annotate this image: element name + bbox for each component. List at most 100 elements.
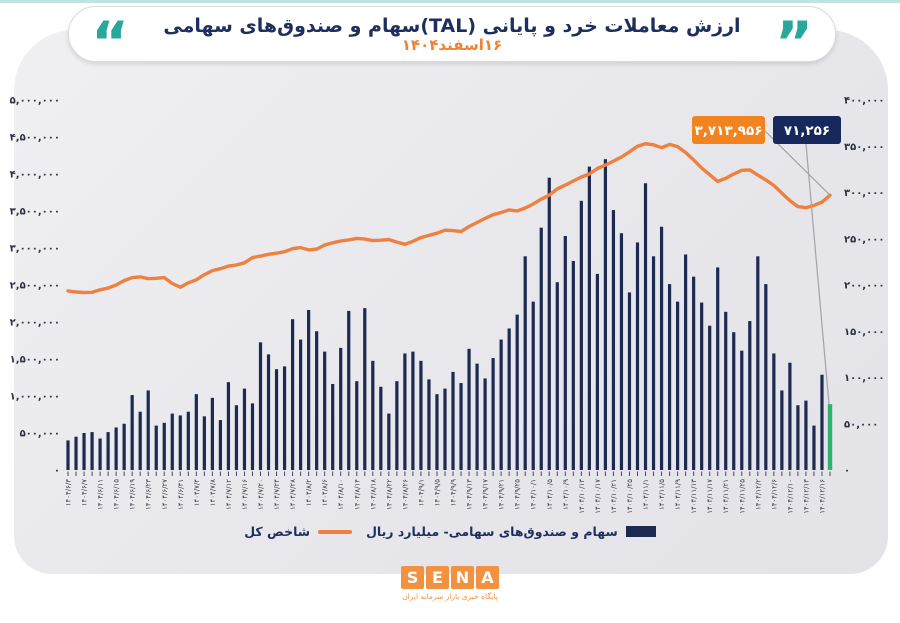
bar (812, 425, 816, 470)
bar (587, 166, 591, 470)
bar (74, 436, 78, 470)
bar (643, 183, 648, 470)
bar (226, 382, 231, 470)
bar (66, 440, 70, 470)
x-axis-label: ۱۴۰۴/۶/۱۵ (113, 479, 121, 510)
bar (331, 383, 335, 470)
callout-index-value (692, 116, 765, 144)
right-axis-tick: ۳۰۰,۰۰۰ (844, 188, 884, 199)
x-axis-label: ۱۴۰۴/۱۲/۲ (754, 479, 762, 510)
right-axis-tick: ۱۵۰,۰۰۰ (844, 327, 884, 338)
bar (250, 403, 255, 470)
bar (499, 339, 503, 470)
x-axis-label: ۱۴۰۴/۸/۱۰ (337, 479, 345, 510)
legend-item-bars: سهام و صندوق‌های سهامی- میلیارد ریال (366, 524, 656, 539)
bar (732, 332, 736, 470)
bar (748, 321, 752, 470)
bar (676, 301, 680, 470)
x-axis-label: ۱۴۰۴/۶/۷ (81, 479, 89, 507)
x-axis-label: ۱۴۰۴/۷/۱۲ (225, 479, 233, 510)
legend-label-index: شاخص کل (244, 524, 311, 539)
x-axis-label: ۱۴۰۴/۱۱/۱ (642, 479, 650, 510)
bar (307, 309, 311, 470)
bar (82, 433, 86, 470)
x-axis-label: ۱۴۰۴/۷/۲۸ (289, 479, 297, 510)
bar (170, 413, 174, 470)
x-axis-label: ۱۴۰۴/۱۲/۱۳ (802, 479, 810, 514)
bar (186, 411, 190, 470)
callout-bar-label: ۷۱,۲۵۶ (784, 123, 830, 139)
bar (258, 342, 263, 470)
bar (218, 420, 222, 470)
bar (323, 351, 327, 470)
x-axis-label: ۱۴۰۴/۶/۳۱ (177, 479, 185, 510)
bar (595, 273, 599, 470)
left-axis-tick: ۵۰۰,۰۰۰ (20, 429, 60, 440)
bar (299, 339, 303, 470)
bar (579, 200, 583, 470)
bar (379, 386, 383, 470)
left-axis-tick: ۳,۰۰۰,۰۰۰ (10, 244, 60, 255)
bar (234, 405, 239, 470)
bar (627, 292, 632, 470)
callout-index-label: ۳,۷۱۳,۹۵۶ (695, 123, 763, 139)
x-axis-label: ۱۴۰۴/۱۱/۹ (674, 479, 682, 510)
bar (347, 310, 351, 470)
bar (563, 235, 567, 470)
x-axis-label: ۱۴۰۴/۸/۲۶ (401, 479, 409, 510)
bar (635, 242, 640, 470)
x-axis-label: ۱۴۰۴/۱۱/۱۷ (706, 479, 714, 514)
bar (555, 282, 559, 470)
page-subtitle: ۱۶اسفند۱۴۰۴ (401, 35, 503, 54)
bar (435, 394, 439, 470)
right-axis-tick: ۲۵۰,۰۰۰ (844, 234, 884, 245)
bar (788, 362, 792, 470)
bar (708, 325, 712, 470)
bars-swatch (625, 526, 656, 537)
x-axis-label: ۱۴۰۴/۸/۱۴ (353, 479, 361, 510)
bar (138, 411, 142, 470)
left-axis-tick: ۰ (54, 466, 60, 477)
bar (154, 425, 158, 470)
x-axis-label: ۱۴۰۴/۱۱/۲۱ (722, 479, 730, 514)
bar (515, 314, 519, 470)
left-axis-tick: ۳,۵۰۰,۰۰۰ (10, 207, 60, 218)
bar (274, 369, 279, 470)
bar (178, 415, 182, 470)
chart-legend: شاخص کل سهام و صندوق‌های سهامی- میلیارد … (0, 524, 900, 539)
x-axis-label: ۱۴۰۴/۱۰/۲۵ (626, 479, 634, 514)
bar (363, 308, 367, 470)
x-axis-label: ۱۴۰۴/۱۰/۵ (546, 479, 554, 510)
legend-label-bars: سهام و صندوق‌های سهامی- میلیارد ریال (366, 524, 618, 539)
x-axis-label: ۱۴۰۴/۹/۲۵ (514, 479, 522, 510)
right-axis-tick: ۲۰۰,۰۰۰ (844, 281, 884, 292)
bar (571, 260, 575, 470)
x-axis-label: ۱۴۰۴/۸/۶ (321, 479, 329, 507)
bar (667, 284, 672, 470)
x-axis-label: ۱۴۰۴/۸/۲ (305, 479, 313, 507)
bar (603, 159, 608, 470)
bar (266, 354, 271, 470)
left-axis-tick: ۵,۰۰۰,۰۰۰ (10, 96, 60, 107)
x-axis-label: ۱۴۰۴/۹/۲۱ (498, 479, 506, 510)
x-axis-label: ۱۴۰۴/۹/۱۳ (466, 479, 474, 510)
bar (339, 347, 343, 470)
header-capsule: “ ارزش معاملات خرد و پایانی (TAL)سهام و … (68, 6, 836, 72)
x-axis-label: ۱۴۰۴/۶/۱۹ (129, 479, 137, 510)
x-axis-label: ۱۴۰۴/۱۰/۱ (530, 479, 538, 510)
bar (796, 405, 800, 470)
footer: S E N A پایگاه خبری بازار سرمایه ایران (0, 566, 900, 601)
x-axis-label: ۱۴۰۴/۱۰/۹ (562, 479, 570, 510)
logo-tagline: پایگاه خبری بازار سرمایه ایران (402, 592, 498, 601)
bar (804, 400, 808, 470)
bar (427, 379, 431, 470)
right-axis-tick: ۴۰۰,۰۰۰ (844, 96, 884, 107)
bar (547, 177, 551, 470)
leader-line-bar (805, 143, 830, 405)
x-axis-label: ۱۴۰۴/۱۰/۲۱ (610, 479, 618, 514)
bar (764, 284, 768, 470)
left-axis-tick: ۱,۰۰۰,۰۰۰ (10, 392, 60, 403)
x-axis-label: ۱۴۰۴/۹/۵ (433, 479, 441, 507)
bar (780, 390, 784, 470)
page-title: ارزش معاملات خرد و پایانی (TAL)سهام و صن… (163, 14, 741, 37)
